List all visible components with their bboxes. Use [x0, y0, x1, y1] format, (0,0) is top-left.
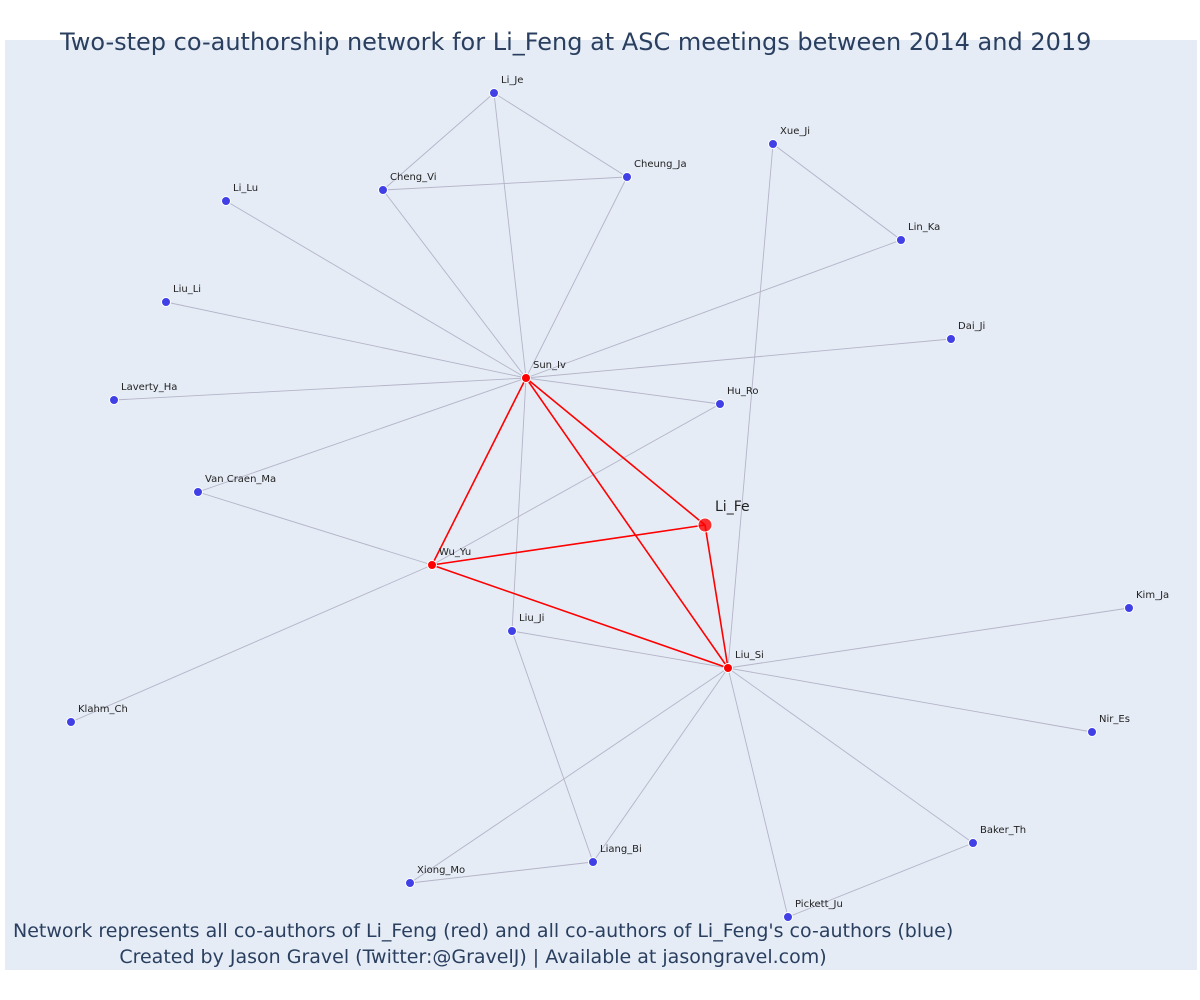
node-xue-ji[interactable]	[768, 139, 778, 149]
edge-liu-ji-liang-bi	[511, 630, 594, 863]
node-label-pickett-ju: Pickett_Ju	[795, 899, 843, 910]
node-label-baker-th: Baker_Th	[980, 825, 1026, 836]
node-label-li-lu: Li_Lu	[233, 183, 258, 194]
node-nir-es[interactable]	[1087, 727, 1097, 737]
node-label-hu-ro: Hu_Ro	[727, 386, 758, 397]
node-baker-th[interactable]	[968, 838, 978, 848]
node-xiong-mo[interactable]	[405, 878, 415, 888]
node-label-li-je: Li_Je	[501, 75, 523, 86]
node-label-liu-li: Liu_Li	[173, 284, 201, 295]
edge-liu-si-kim-ja	[727, 607, 1130, 669]
node-label-cheung-ja: Cheung_Ja	[634, 159, 687, 170]
edge-liu-si-nir-es	[727, 667, 1093, 733]
edge-sun-iv-laverty-ha	[113, 377, 527, 401]
edge-xue-ji-liu-si	[727, 143, 774, 669]
node-label-xiong-mo: Xiong_Mo	[417, 865, 465, 876]
node-label-dai-ji: Dai_Ji	[958, 321, 985, 332]
node-label-laverty-ha: Laverty_Ha	[121, 382, 177, 393]
node-label-liu-si: Liu_Si	[735, 650, 764, 661]
node-label-liang-bi: Liang_Bi	[600, 844, 642, 855]
edge-sun-iv-liu-li	[165, 301, 527, 379]
edge-wu-yu-hu-ro	[431, 403, 721, 566]
node-pickett-ju[interactable]	[783, 912, 793, 922]
edge-sun-iv-van-craen-ma	[197, 377, 527, 493]
edge-li-je-cheung-ja	[493, 92, 628, 178]
edge-li-fe-liu-si	[704, 524, 729, 669]
nodes-layer	[66, 88, 1134, 922]
node-label-cheng-vi: Cheng_Vi	[390, 172, 437, 183]
edge-baker-th-pickett-ju	[787, 842, 974, 918]
caption-line-1: Network represents all co-authors of Li_…	[13, 920, 954, 942]
labels-layer: Li_Fe Sun_Iv Wu_Yu Liu_Si Li_Je Cheng_Vi Cheun…	[78, 75, 1169, 910]
edge-wu-yu-van-craen-ma	[197, 491, 433, 566]
edge-sun-iv-cheung-ja	[525, 176, 628, 379]
edge-wu-yu-liu-si	[431, 564, 729, 669]
edge-li-fe-wu-yu	[431, 524, 706, 566]
node-label-kim-ja: Kim_Ja	[1136, 590, 1169, 601]
edge-sun-iv-liu-ji	[511, 377, 527, 632]
node-sun-iv[interactable]	[521, 373, 531, 383]
node-wu-yu[interactable]	[427, 560, 437, 570]
node-li-je[interactable]	[489, 88, 499, 98]
node-klahm-ch[interactable]	[66, 717, 76, 727]
edge-li-je-cheng-vi	[382, 92, 495, 191]
node-cheung-ja[interactable]	[622, 172, 632, 182]
edge-sun-iv-li-je	[493, 92, 527, 379]
node-liu-si[interactable]	[723, 663, 733, 673]
node-label-lin-ka: Lin_Ka	[908, 222, 940, 233]
node-label-li-fe: Li_Fe	[715, 499, 750, 515]
node-lin-ka[interactable]	[896, 235, 906, 245]
edge-liu-si-pickett-ju	[727, 667, 789, 918]
node-label-xue-ji: Xue_Ji	[780, 126, 810, 137]
edge-xue-ji-lin-ka	[772, 143, 902, 241]
edge-sun-iv-liu-si	[525, 377, 729, 669]
node-li-lu[interactable]	[221, 196, 231, 206]
edge-sun-iv-lin-ka	[525, 239, 902, 379]
node-label-wu-yu: Wu_Yu	[439, 547, 471, 558]
caption: Network represents all co-authors of Li_…	[13, 918, 954, 970]
node-label-liu-ji: Liu_Ji	[519, 613, 544, 624]
edge-liu-si-baker-th	[727, 667, 974, 844]
node-laverty-ha[interactable]	[109, 395, 119, 405]
chart-title: Two-step co-authorship network for Li_Fe…	[60, 28, 1092, 56]
node-label-nir-es: Nir_Es	[1099, 714, 1130, 725]
caption-line-2: Created by Jason Gravel (Twitter:@Gravel…	[119, 946, 827, 968]
plot-area	[5, 40, 1197, 970]
node-van-craen-ma[interactable]	[193, 487, 203, 497]
node-kim-ja[interactable]	[1124, 603, 1134, 613]
edge-xiong-mo-liang-bi	[409, 861, 594, 884]
node-dai-ji[interactable]	[946, 334, 956, 344]
edge-wu-yu-klahm-ch	[70, 564, 433, 723]
edge-cheng-vi-cheung-ja	[382, 176, 628, 191]
node-label-van-craen-ma: Van Craen_Ma	[205, 474, 276, 485]
edge-sun-iv-dai-ji	[525, 338, 952, 379]
edge-sun-iv-hu-ro	[525, 377, 721, 405]
edge-sun-iv-li-lu	[225, 200, 527, 379]
node-hu-ro[interactable]	[715, 399, 725, 409]
node-liu-ji[interactable]	[507, 626, 517, 636]
edge-liu-si-xiong-mo	[409, 667, 729, 884]
edge-liu-si-liu-ji	[511, 630, 729, 669]
node-label-klahm-ch: Klahm_Ch	[78, 704, 128, 715]
edges-layer	[70, 92, 1130, 918]
edge-li-fe-sun-iv	[525, 377, 706, 526]
edge-sun-iv-cheng-vi	[382, 189, 527, 379]
node-label-sun-iv: Sun_Iv	[533, 360, 566, 371]
node-liu-li[interactable]	[161, 297, 171, 307]
edge-liu-si-liang-bi	[592, 667, 729, 863]
node-liang-bi[interactable]	[588, 857, 598, 867]
edge-sun-iv-wu-yu	[431, 377, 527, 566]
node-li-fe[interactable]	[697, 517, 713, 533]
node-cheng-vi[interactable]	[378, 185, 388, 195]
